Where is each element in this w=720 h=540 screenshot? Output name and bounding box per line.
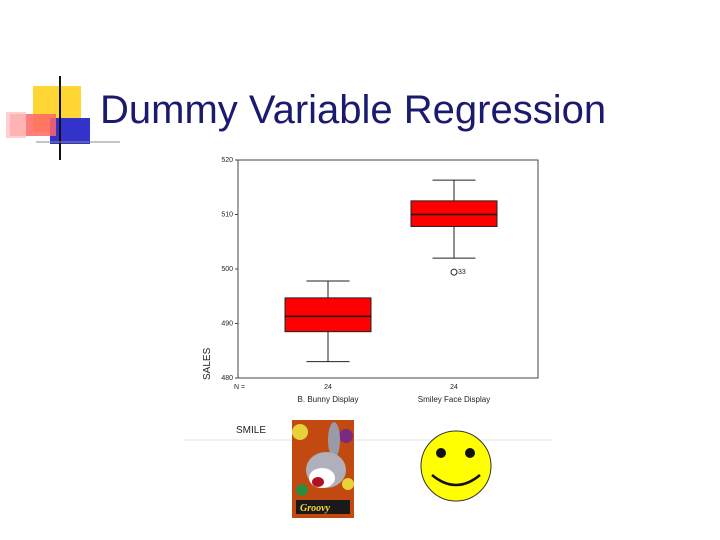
bunny-ear	[328, 422, 340, 458]
bunny-flower	[292, 424, 308, 440]
x-axis: N = 24 B. Bunny Display 24 Smiley Face Displ…	[234, 384, 490, 404]
bunny-flower	[296, 484, 308, 496]
y-tick-label: 490	[221, 321, 233, 328]
plot-frame	[237, 159, 539, 379]
y-tick-label: 510	[221, 212, 233, 219]
deco-blue-square	[50, 118, 90, 144]
bugs-bunny-picture: Groovy	[292, 420, 354, 518]
smiley-left-eye	[436, 448, 446, 458]
x-axis-title: SMILE	[236, 425, 266, 436]
smiley-right-eye	[465, 448, 475, 458]
smiley-face-picture	[420, 430, 492, 502]
outlier-point	[450, 268, 458, 276]
n-value: 24	[450, 384, 458, 391]
y-axis: 480 490 500 510 520	[221, 157, 238, 382]
n-label: N =	[234, 384, 245, 391]
y-tick-label: 500	[221, 266, 233, 273]
bunny-flower	[339, 429, 353, 443]
bunny-logo-bar	[296, 500, 350, 514]
box	[284, 297, 372, 333]
y-tick-label: 480	[221, 375, 233, 382]
y-axis-title: SALES	[202, 347, 213, 380]
category-label: B. Bunny Display	[298, 395, 359, 404]
bunny-logo-text: Groovy	[300, 503, 331, 514]
bunny-mouth	[312, 477, 324, 487]
y-tick-label: 520	[221, 157, 233, 164]
bunny-flower	[342, 478, 354, 490]
box	[410, 200, 498, 227]
sales-boxplot: 480 490 500 510 520 33 N = 24 B. Bunny Display…	[184, 157, 552, 441]
boxes-group: 33	[284, 179, 498, 363]
n-value: 24	[324, 384, 332, 391]
category-label: Smiley Face Display	[418, 395, 490, 404]
slide-decoration	[6, 76, 120, 160]
slide-title: Dummy Variable Regression	[100, 88, 607, 132]
deco-pink-bar	[6, 112, 26, 138]
smiley-face	[420, 430, 492, 502]
outlier-label: 33	[458, 269, 466, 276]
smiley-mouth	[431, 474, 481, 487]
